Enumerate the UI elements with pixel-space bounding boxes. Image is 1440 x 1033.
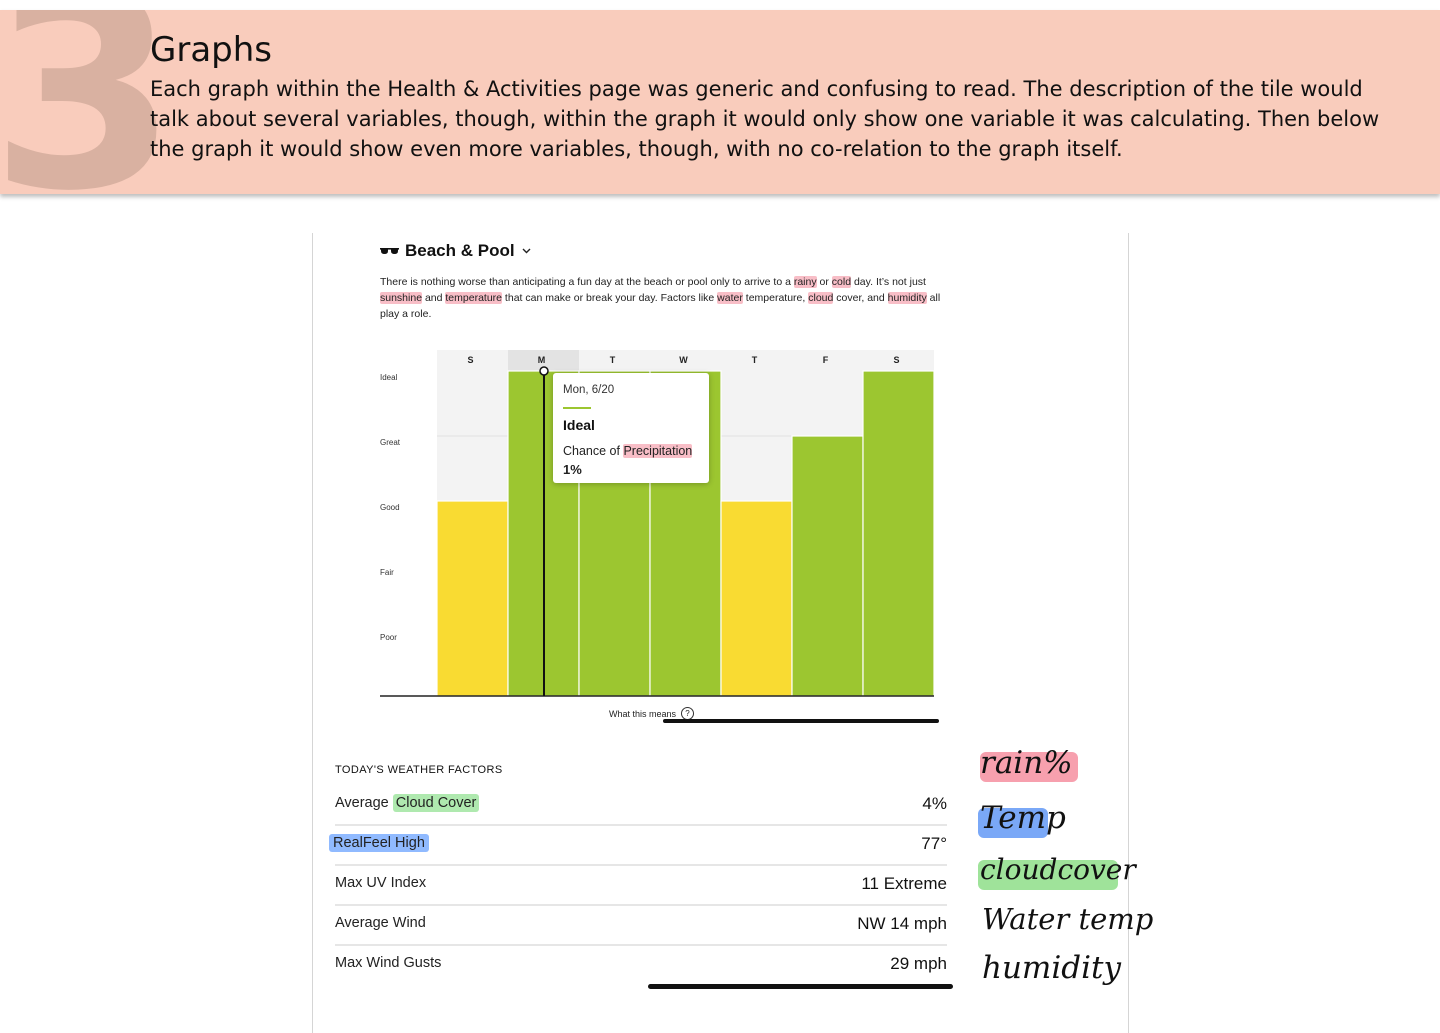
tooltip-rating: Ideal [563,417,595,433]
highlight-cloud-cover: Cloud Cover [392,794,480,812]
factor-label: Max Wind Gusts [335,955,442,971]
highlight-water: water [717,292,743,304]
chart-day-label: S [893,355,899,365]
beach-pool-tile: Beach & Pool There is nothing worse than… [312,233,1129,1033]
chart-level-label: Poor [380,633,397,642]
annotation-cloudcover: cloudcover [980,853,1136,886]
factor-row-average-wind: Average Wind NW 14 mph [335,904,947,946]
chart-bar [720,500,793,697]
chart-bar [862,370,935,697]
tooltip-accent-line [563,407,591,409]
annotation-humidity: humidity [982,950,1121,986]
highlight-rainy: rainy [793,276,817,288]
factor-row-realfeel-high: RealFeel High 77° [329,824,947,866]
chart-day-label: T [610,355,616,365]
factor-value: 29 mph [890,954,947,973]
tile-title: Beach & Pool [405,241,515,260]
tooltip-value: 1% [563,462,582,477]
factor-value: NW 14 mph [857,914,947,933]
factor-row-max-uv-index: Max UV Index 11 Extreme [335,864,947,906]
section-title: Graphs [150,30,273,70]
section-number: 3 [0,10,178,194]
chart-tooltip: Mon, 6/20 Ideal Chance of Precipitation … [553,373,709,483]
highlight-humidity: humidity [887,292,927,304]
highlight-realfeel-high: RealFeel High [329,834,429,852]
tooltip-date: Mon, 6/20 [563,384,615,396]
tile-header-dropdown[interactable]: Beach & Pool [380,241,532,261]
chart-day-label: W [679,355,688,365]
highlight-sunshine: sunshine [380,292,423,304]
annotation-temp: Temp [980,800,1066,836]
highlight-temperature: temperature [445,292,503,304]
factor-label: Average Wind [335,915,426,931]
factor-row-max-wind-gusts: Max Wind Gusts 29 mph [335,944,947,984]
chart-bar [436,500,509,697]
chart-level-label: Fair [380,568,394,577]
factors-scroll-indicator[interactable] [648,984,953,989]
beach-pool-chart: S M T W T F S Poor Fair Good Great Ideal [380,350,935,697]
factor-value: 11 Extreme [861,874,947,893]
chevron-down-icon [522,248,531,254]
chart-bar [791,435,864,697]
tooltip-chance-label: Chance of Precipitation [563,444,693,458]
annotation-rain: rain% [980,745,1073,781]
annotation-highlight-blue [978,808,1048,838]
chart-day-label: M [538,355,546,365]
chart-scroll-indicator[interactable] [663,719,939,723]
chart-day-label: T [752,355,758,365]
chart-level-label: Good [380,503,400,512]
factor-label: Max UV Index [335,875,427,891]
annotation-water-temp: Water temp [982,902,1154,936]
chart-selection-handle [539,366,549,376]
factor-label: Average Cloud Cover [335,794,480,812]
highlight-cloud: cloud [808,292,834,304]
highlight-cold: cold [831,276,852,288]
highlight-precipitation: Precipitation [623,444,693,458]
annotation-highlight-green [978,860,1118,890]
tile-description: There is nothing worse than anticipating… [380,276,941,320]
factor-value: 77° [921,834,947,853]
factor-value: 4% [922,794,947,813]
chart-level-label: Ideal [380,373,398,382]
annotation-highlight-red [980,752,1078,782]
weather-factors-title: TODAY'S WEATHER FACTORS [335,764,503,776]
factor-label: RealFeel High [329,834,429,852]
section-banner: 3 Graphs Each graph within the Health & … [0,10,1440,194]
sunglasses-icon [380,248,399,254]
chart-day-label: S [467,355,473,365]
factor-row-cloud-cover: Average Cloud Cover 4% [335,784,947,826]
section-description: Each graph within the Health & Activitie… [150,77,1380,161]
chart-day-label: F [823,355,829,365]
chart-level-label: Great [380,438,401,447]
